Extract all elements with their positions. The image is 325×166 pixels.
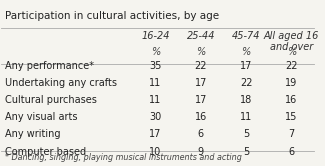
Text: 22: 22 <box>240 78 253 88</box>
Text: 6: 6 <box>198 129 204 139</box>
Text: 17: 17 <box>195 95 207 105</box>
Text: 10: 10 <box>149 147 162 157</box>
Text: 15: 15 <box>285 112 298 122</box>
Text: 16: 16 <box>285 95 298 105</box>
Text: 11: 11 <box>240 112 252 122</box>
Text: All aged 16
and over: All aged 16 and over <box>264 31 319 52</box>
Text: 9: 9 <box>198 147 204 157</box>
Text: %: % <box>287 47 296 57</box>
Text: 16-24: 16-24 <box>141 31 170 41</box>
Text: 6: 6 <box>289 147 294 157</box>
Text: 35: 35 <box>149 61 162 71</box>
Text: 18: 18 <box>240 95 252 105</box>
Text: 11: 11 <box>149 78 162 88</box>
Text: 19: 19 <box>285 78 298 88</box>
Text: %: % <box>241 47 251 57</box>
Text: * Dancing, singing, playing musical instruments and acting: * Dancing, singing, playing musical inst… <box>5 153 241 162</box>
Text: Any visual arts: Any visual arts <box>5 112 77 122</box>
Text: 7: 7 <box>288 129 295 139</box>
Text: 5: 5 <box>243 129 249 139</box>
Text: 17: 17 <box>195 78 207 88</box>
Text: Any writing: Any writing <box>5 129 60 139</box>
Text: %: % <box>151 47 160 57</box>
Text: %: % <box>196 47 205 57</box>
Text: 25-44: 25-44 <box>187 31 215 41</box>
Text: Undertaking any crafts: Undertaking any crafts <box>5 78 117 88</box>
Text: 22: 22 <box>195 61 207 71</box>
Text: Computer based: Computer based <box>5 147 86 157</box>
Text: 17: 17 <box>149 129 162 139</box>
Text: 16: 16 <box>195 112 207 122</box>
Text: Any performance*: Any performance* <box>5 61 94 71</box>
Text: 17: 17 <box>240 61 252 71</box>
Text: 11: 11 <box>149 95 162 105</box>
Text: 22: 22 <box>285 61 298 71</box>
Text: 45-74: 45-74 <box>232 31 260 41</box>
Text: Participation in cultural activities, by age: Participation in cultural activities, by… <box>5 11 219 21</box>
Text: 5: 5 <box>243 147 249 157</box>
Text: Cultural purchases: Cultural purchases <box>5 95 97 105</box>
Text: 30: 30 <box>149 112 162 122</box>
